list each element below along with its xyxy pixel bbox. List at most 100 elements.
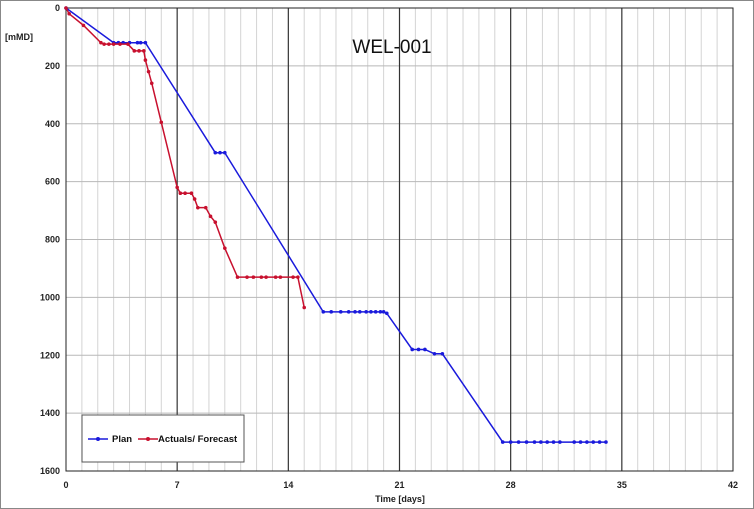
y-tick-label: 1200 — [40, 350, 60, 360]
data-point-actuals — [67, 11, 71, 16]
data-point-plan — [524, 440, 529, 444]
legend-label: Actuals/ Forecast — [158, 434, 238, 445]
data-point-actuals — [235, 275, 240, 279]
data-point-actuals — [196, 205, 200, 210]
data-point-plan — [364, 310, 368, 314]
data-point-plan — [585, 440, 589, 444]
data-point-plan — [357, 310, 362, 314]
data-point-plan — [353, 310, 357, 314]
data-point-plan — [378, 310, 383, 314]
x-tick-label: 0 — [63, 480, 68, 490]
data-point-actuals — [137, 49, 141, 53]
data-point-actuals — [208, 214, 213, 219]
x-tick-label: 28 — [506, 480, 516, 490]
data-point-plan — [558, 440, 562, 444]
series-layer — [64, 6, 608, 444]
legend: Plan Actuals/ Forecast — [81, 414, 245, 463]
y-axis-label: [mMD] — [5, 32, 33, 42]
chart-title: WEL-001 — [352, 37, 431, 58]
y-tick-label: 800 — [45, 235, 60, 245]
data-point-actuals — [213, 220, 218, 224]
data-point-actuals — [143, 58, 148, 62]
data-point-actuals — [118, 42, 122, 46]
data-point-plan — [578, 440, 583, 444]
data-point-plan — [410, 347, 415, 352]
y-tick-label: 600 — [45, 177, 60, 187]
data-point-actuals — [178, 191, 183, 195]
data-point-plan — [369, 310, 373, 314]
data-point-plan — [338, 310, 343, 314]
data-point-plan — [440, 352, 445, 356]
legend-box — [81, 414, 245, 463]
data-point-actuals — [189, 191, 194, 195]
data-point-actuals — [81, 23, 86, 28]
data-point-actuals — [149, 81, 154, 86]
data-point-actuals — [111, 42, 116, 46]
y-tick-label: 0 — [55, 3, 60, 13]
x-tick-label: 35 — [617, 480, 627, 490]
data-point-plan — [597, 440, 602, 444]
legend-label: Plan — [112, 434, 132, 445]
data-point-plan — [423, 347, 427, 352]
data-point-plan — [384, 311, 389, 316]
legend-marker — [146, 437, 150, 441]
data-point-actuals — [64, 6, 68, 10]
data-point-plan — [432, 352, 437, 356]
grid — [66, 8, 733, 471]
data-point-plan — [373, 310, 378, 314]
data-point-plan — [321, 310, 326, 314]
y-tick-label: 1000 — [40, 292, 60, 302]
data-point-plan — [346, 310, 351, 314]
data-point-actuals — [259, 275, 264, 279]
data-point-plan — [604, 440, 608, 444]
data-point-actuals — [273, 275, 278, 279]
data-point-plan — [516, 440, 521, 444]
data-point-actuals — [264, 275, 268, 279]
data-point-actuals — [223, 246, 227, 250]
data-point-plan — [539, 440, 543, 444]
x-tick-label: 21 — [394, 480, 404, 490]
y-tick-label: 200 — [45, 61, 60, 71]
y-tick-label: 400 — [45, 119, 60, 129]
data-point-plan — [223, 150, 227, 155]
legend-marker — [96, 437, 100, 441]
x-axis-label: Time [days] — [375, 494, 425, 504]
data-point-actuals — [296, 275, 300, 279]
data-point-actuals — [183, 191, 187, 195]
data-point-actuals — [203, 205, 208, 210]
data-point-actuals — [192, 197, 197, 201]
data-point-actuals — [107, 42, 111, 46]
data-point-plan — [135, 40, 140, 45]
data-point-actuals — [278, 275, 283, 279]
x-tick-label: 14 — [283, 480, 293, 490]
data-point-plan — [532, 440, 537, 444]
data-point-plan — [218, 150, 222, 155]
data-point-actuals — [291, 275, 295, 279]
data-point-actuals — [142, 49, 146, 53]
data-point-plan — [551, 440, 556, 444]
data-point-actuals — [302, 305, 307, 310]
x-tick-label: 42 — [728, 480, 738, 490]
data-point-plan — [545, 440, 549, 444]
data-point-plan — [572, 440, 576, 444]
data-point-actuals — [126, 42, 130, 46]
data-point-actuals — [102, 42, 106, 46]
series-line-actuals — [65, 7, 305, 308]
data-point-actuals — [132, 49, 137, 53]
data-point-plan — [138, 40, 143, 45]
data-point-actuals — [175, 185, 179, 190]
data-point-plan — [381, 310, 386, 314]
data-point-plan — [508, 440, 513, 444]
data-point-plan — [329, 310, 334, 314]
data-point-plan — [416, 347, 421, 352]
data-point-plan — [500, 440, 505, 444]
x-tick-label: 7 — [175, 480, 180, 490]
data-point-plan — [213, 150, 218, 155]
y-tick-label: 1400 — [40, 408, 60, 418]
data-point-actuals — [251, 275, 256, 279]
data-point-actuals — [146, 69, 151, 74]
data-point-actuals — [99, 40, 103, 45]
y-tick-label: 1600 — [40, 466, 60, 476]
